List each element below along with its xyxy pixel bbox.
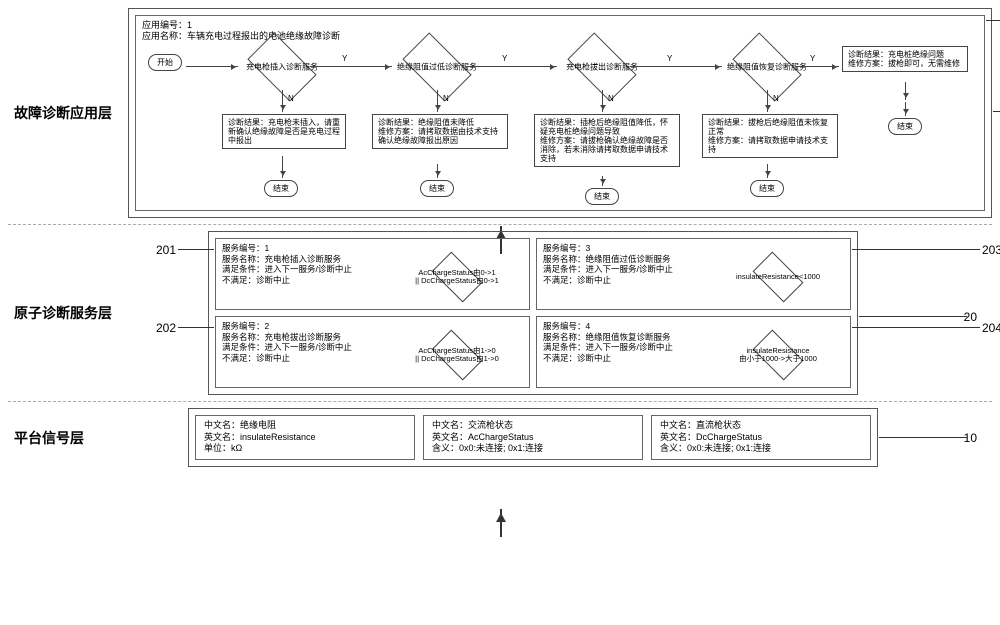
ref-204: 204	[982, 321, 1000, 336]
layer-arrow-2	[500, 509, 502, 537]
end-4: 结束	[750, 180, 784, 197]
ref-20: 20	[964, 310, 977, 324]
ref-201: 201	[156, 243, 176, 258]
atomic-service-layer: 原子诊断服务层 20 201 服务编号：1 服务名称：充电枪插入诊断服务 满足条…	[8, 231, 992, 395]
application-inner-box: 301 应用编号：1 应用名称：车辆充电过程报出的电池绝缘故障诊断 开始 充电枪…	[135, 15, 985, 211]
result-4: 诊断结果：拔枪后绝缘阻值未恢复正常维修方案：请拷取数据申请技术支持	[702, 114, 838, 159]
end-1: 结束	[264, 180, 298, 197]
service-202: 202 服务编号：2 服务名称：充电枪拔出诊断服务 满足条件：进入下一服务/诊断…	[215, 316, 530, 388]
flowchart: 开始 充电枪插入诊断服务 绝缘阻值过低诊断服务 充电枪拔出诊断服务 绝缘阻值恢复…	[142, 46, 978, 208]
application-layer-label: 故障诊断应用层	[8, 103, 118, 123]
result-3: 诊断结果：插枪后绝缘阻值降低，怀疑充电桩绝缘问题导致维修方案：请拔枪确认绝缘故障…	[534, 114, 680, 168]
end-3: 结束	[585, 188, 619, 205]
signal-row: 中文名：绝缘电阻 英文名：insulateResistance 单位：kΩ 中文…	[195, 415, 871, 460]
ref-203: 203	[982, 243, 1000, 258]
atomic-layer-box: 20 201 服务编号：1 服务名称：充电枪插入诊断服务 满足条件：进入下一服务…	[208, 231, 858, 395]
service-204-cond: insulateResistance由小于1000->大于1000	[753, 330, 804, 381]
signal-layer-box: 10 中文名：绝缘电阻 英文名：insulateResistance 单位：kΩ…	[188, 408, 878, 467]
end-ok: 结束	[888, 118, 922, 135]
application-layer-box: 30 301 应用编号：1 应用名称：车辆充电过程报出的电池绝缘故障诊断 开始 …	[128, 8, 992, 218]
end-2: 结束	[420, 180, 454, 197]
service-203-cond: insulateResistance<1000	[753, 252, 804, 303]
signal-2: 中文名：交流枪状态 英文名：AcChargeStatus 含义：0x0:未连接;…	[423, 415, 643, 460]
application-layer: 故障诊断应用层 30 301 应用编号：1 应用名称：车辆充电过程报出的电池绝缘…	[8, 8, 992, 218]
service-201-cond: AcChargeStatus由0->1|| DcChargeStatus由0->…	[432, 252, 483, 303]
service-201: 201 服务编号：1 服务名称：充电枪插入诊断服务 满足条件：进入下一服务/诊断…	[215, 238, 530, 310]
atomic-layer-label: 原子诊断服务层	[8, 303, 118, 323]
signal-layer-label: 平台信号层	[8, 428, 118, 448]
result-ok: 诊断结果：充电桩绝缘问题维修方案：拔枪即可，无需维修	[842, 46, 968, 72]
result-1: 诊断结果：充电枪未插入，请重新确认绝缘故障是否是充电过程中报出	[222, 114, 346, 150]
result-2: 诊断结果：绝缘阻值未降低维修方案：请拷取数据由技术支持确认绝缘故障报出原因	[372, 114, 508, 150]
service-grid: 201 服务编号：1 服务名称：充电枪插入诊断服务 满足条件：进入下一服务/诊断…	[215, 238, 851, 388]
signal-layer: 平台信号层 10 中文名：绝缘电阻 英文名：insulateResistance…	[8, 408, 992, 467]
signal-1: 中文名：绝缘电阻 英文名：insulateResistance 单位：kΩ	[195, 415, 415, 460]
signal-3: 中文名：直流枪状态 英文名：DcChargeStatus 含义：0x0:未连接;…	[651, 415, 871, 460]
ref-202: 202	[156, 321, 176, 336]
service-204: 204 服务编号：4 服务名称：绝缘阻值恢复诊断服务 满足条件：进入下一服务/诊…	[536, 316, 851, 388]
start-node: 开始	[148, 54, 182, 71]
service-202-cond: AcChargeStatus由1->0|| DcChargeStatus由1->…	[432, 330, 483, 381]
service-203: 203 服务编号：3 服务名称：绝缘阻值过低诊断服务 满足条件：进入下一服务/诊…	[536, 238, 851, 310]
ref-10: 10	[964, 431, 977, 445]
dashed-separator-2	[8, 401, 992, 402]
